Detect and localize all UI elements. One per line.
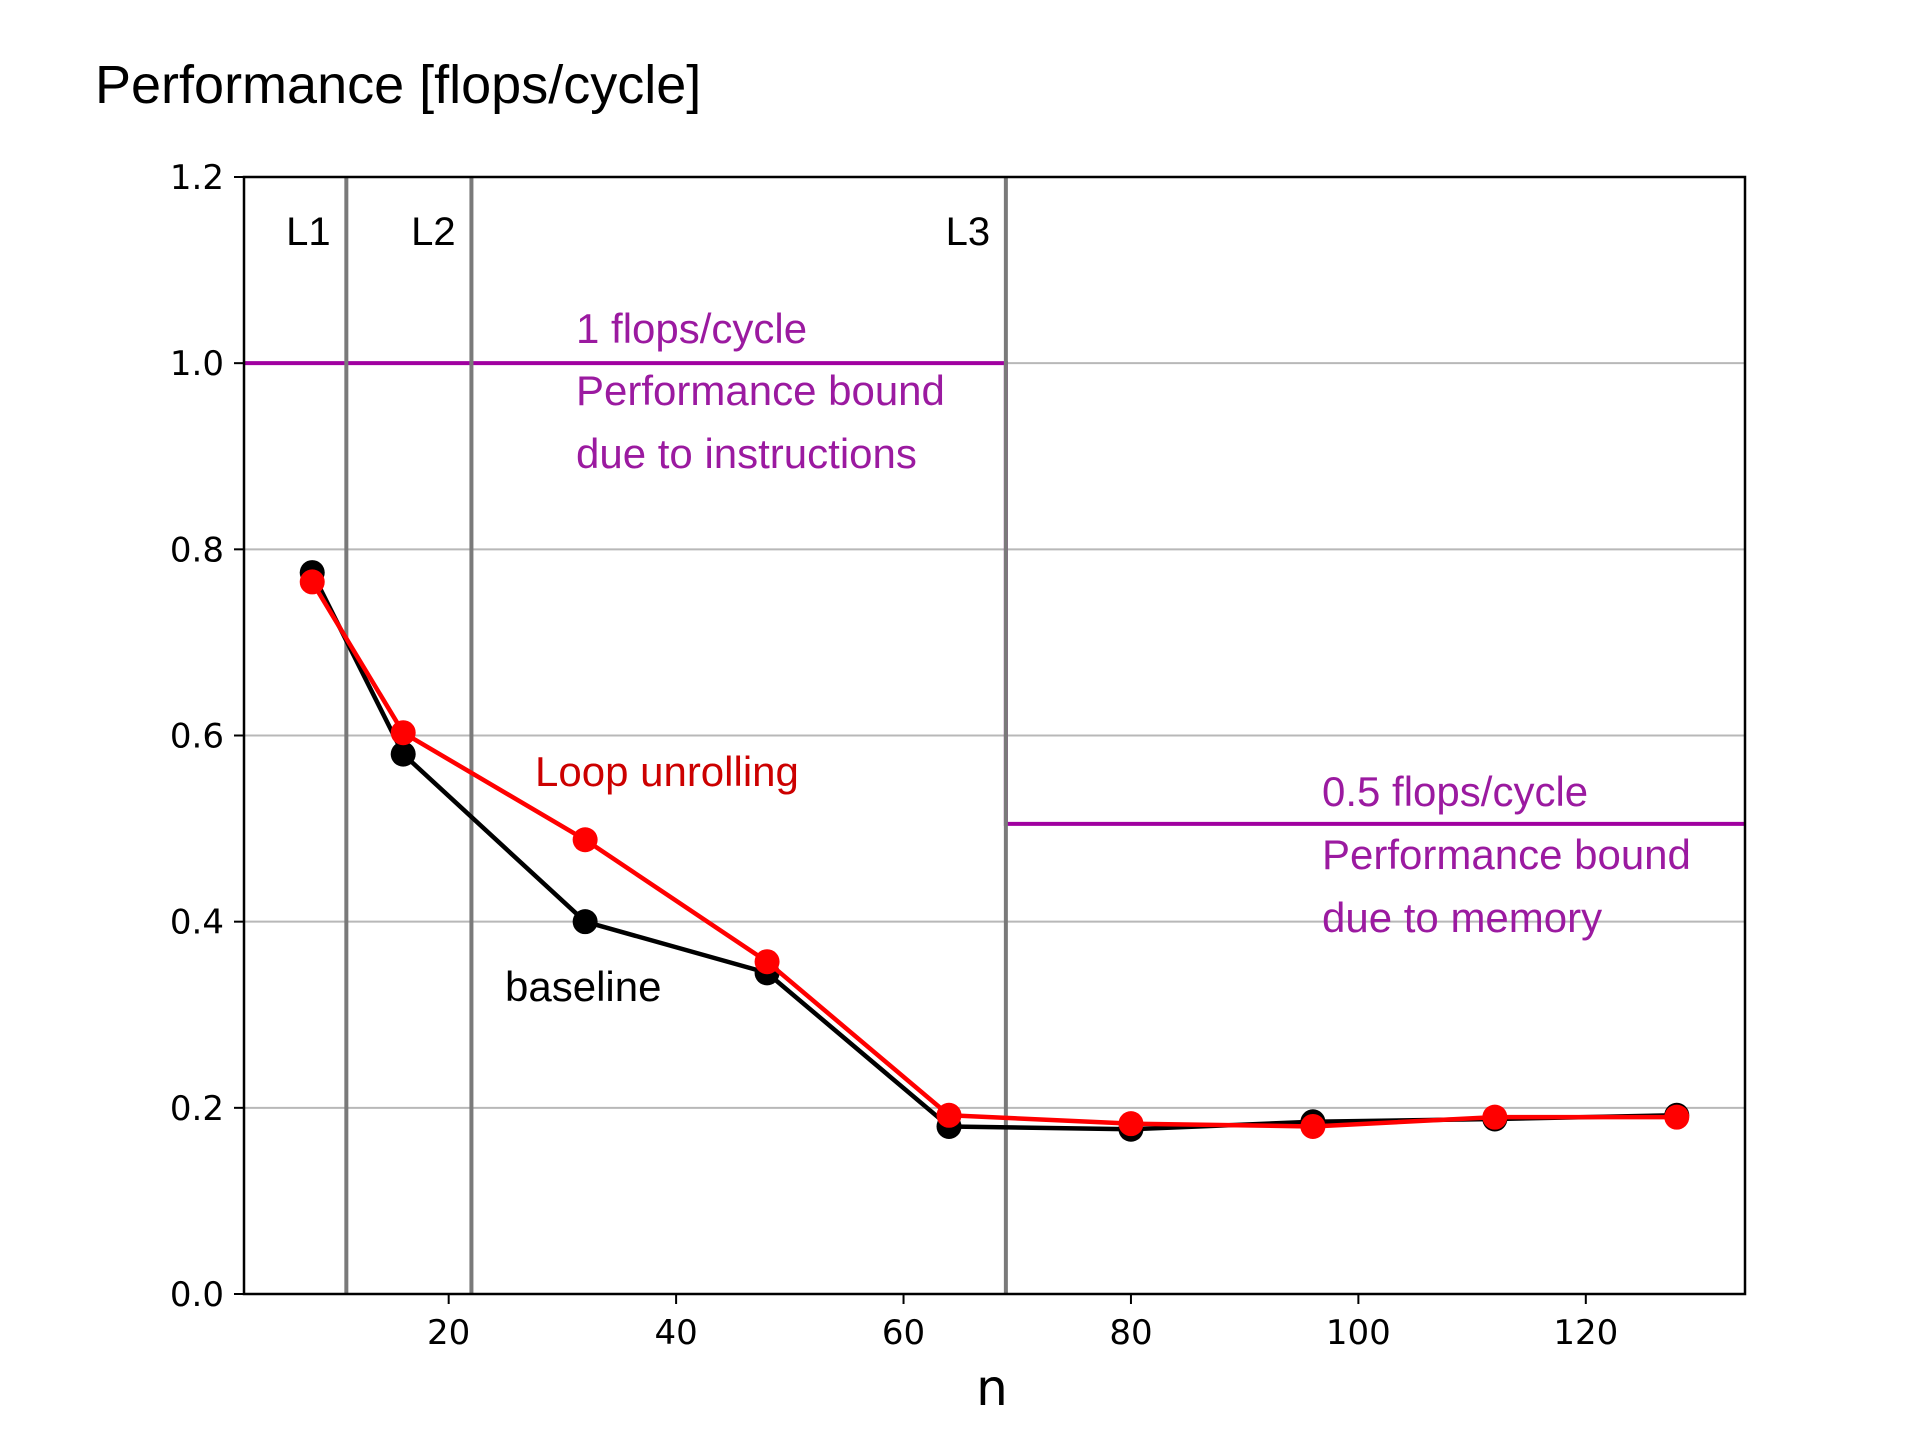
x-tick-label: 60 xyxy=(882,1313,925,1353)
bound-annotation-line: 1 flops/cycle xyxy=(576,305,807,352)
data-point xyxy=(1664,1104,1690,1130)
data-point xyxy=(390,720,416,746)
bound-annotation-instructions: 1 flops/cycle Performance bound due to i… xyxy=(576,305,945,477)
bound-annotation-line: due to memory xyxy=(1322,894,1602,941)
data-point xyxy=(1482,1104,1508,1130)
y-tick-label: 0.0 xyxy=(170,1275,224,1315)
y-tick-label: 1.0 xyxy=(170,344,224,384)
x-tick-label: 20 xyxy=(427,1313,470,1353)
chart-title: Performance [flops/cycle] xyxy=(95,55,701,115)
cache-label-l2: L2 xyxy=(411,210,456,254)
data-point xyxy=(936,1102,962,1128)
series-label-baseline: baseline xyxy=(505,963,661,1010)
y-tick-label: 0.8 xyxy=(170,530,224,570)
series xyxy=(299,560,1690,1142)
data-point xyxy=(572,909,598,935)
x-axis-label: n xyxy=(976,1359,1008,1417)
x-tick-label: 100 xyxy=(1326,1313,1391,1353)
y-tick-label: 0.6 xyxy=(170,717,224,757)
x-tick-label: 40 xyxy=(654,1313,697,1353)
data-point xyxy=(1300,1113,1326,1139)
data-point xyxy=(572,827,598,853)
data-point xyxy=(754,949,780,975)
bound-annotation-line: Performance bound xyxy=(576,367,945,414)
y-tick-label: 0.2 xyxy=(170,1089,224,1129)
performance-bound xyxy=(244,361,1745,826)
y-tick-label: 0.4 xyxy=(170,903,224,943)
bound-annotation-line: due to instructions xyxy=(576,430,917,477)
y-tick-label: 1.2 xyxy=(170,158,224,198)
bound-annotation-line: 0.5 flops/cycle xyxy=(1322,768,1588,815)
axes xyxy=(234,175,1747,1304)
bound-annotation-memory: 0.5 flops/cycle Performance bound due to… xyxy=(1322,768,1691,941)
cache-label-l1: L1 xyxy=(286,210,331,254)
x-tick-label: 120 xyxy=(1553,1313,1618,1353)
bound-annotation-line: Performance bound xyxy=(1322,831,1691,878)
tick-labels: 0.0 0.2 0.4 0.6 0.8 1.0 1.2 20 40 60 80 100 120 xyxy=(170,158,1618,1353)
data-point xyxy=(299,569,325,595)
series-label-loop-unrolling: Loop unrolling xyxy=(535,748,799,795)
x-tick-label: 80 xyxy=(1109,1313,1152,1353)
series-loop-unrolling xyxy=(299,569,1690,1139)
bound-line xyxy=(244,361,1745,826)
data-point xyxy=(1118,1111,1144,1137)
cache-label-l3: L3 xyxy=(946,210,991,254)
data-point xyxy=(390,741,416,767)
cache-lines: L1 L2 L3 xyxy=(286,177,1008,1294)
grid xyxy=(244,362,1745,1109)
